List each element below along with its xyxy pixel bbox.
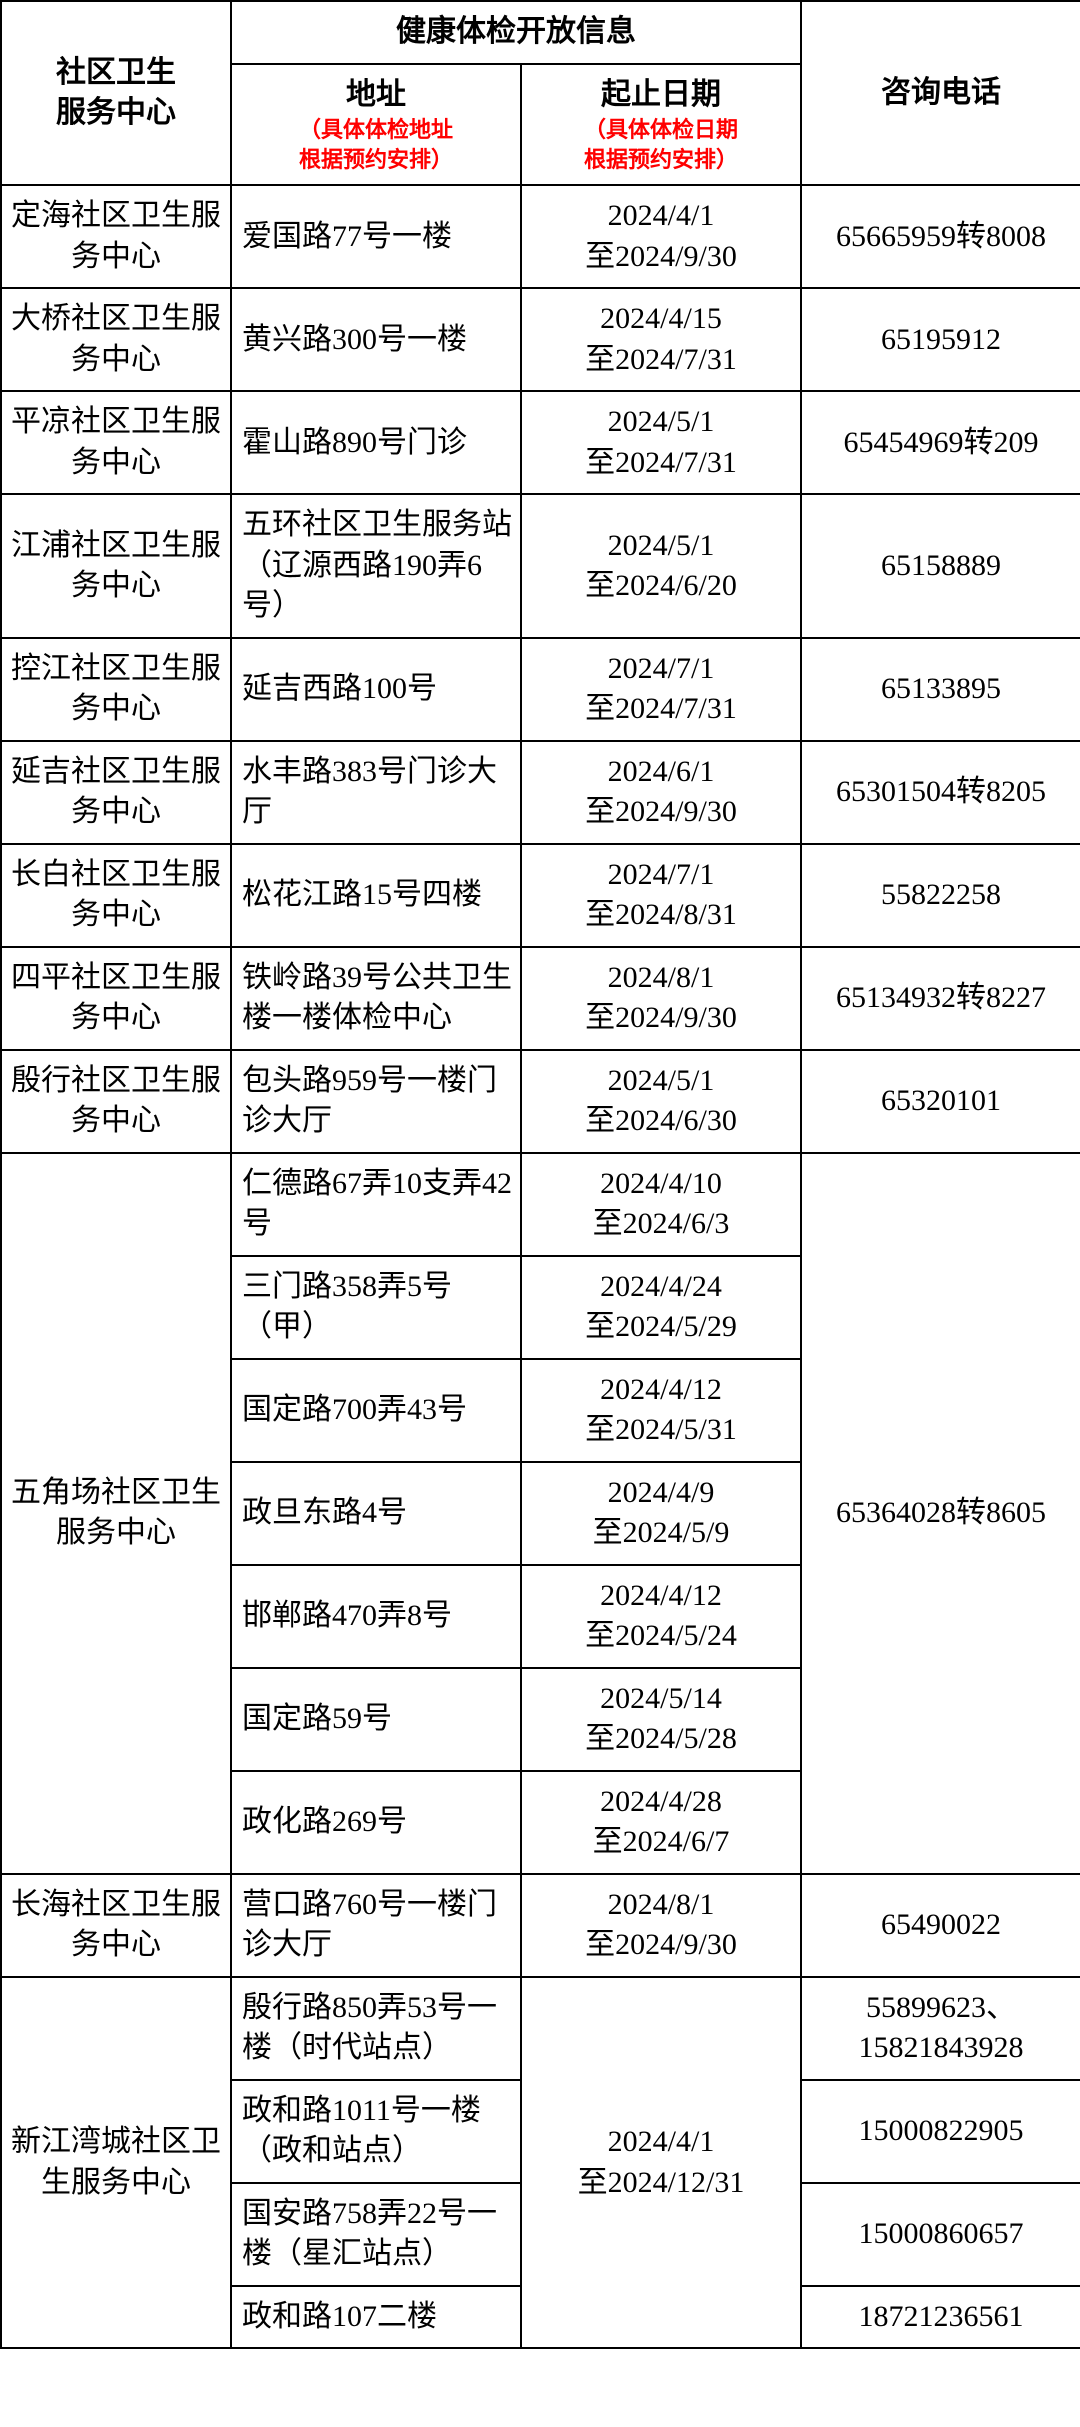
table-row: 延吉社区卫生服务中心 水丰路383号门诊大厅 2024/6/1至2024/9/3… xyxy=(1,741,1080,844)
table-row: 定海社区卫生服务中心 爱国路77号一楼 2024/4/1至2024/9/30 6… xyxy=(1,185,1080,288)
header-address-note: （具体体检地址根据预约安排） xyxy=(240,115,512,174)
cell-address: 水丰路383号门诊大厅 xyxy=(231,741,521,844)
cell-phone: 18721236561 xyxy=(801,2286,1080,2349)
cell-date: 2024/4/15至2024/7/31 xyxy=(521,288,801,391)
cell-center: 大桥社区卫生服务中心 xyxy=(1,288,231,391)
cell-center: 江浦社区卫生服务中心 xyxy=(1,494,231,638)
cell-address: 国定路59号 xyxy=(231,1668,521,1771)
cell-address: 政化路269号 xyxy=(231,1771,521,1874)
cell-address: 国定路700弄43号 xyxy=(231,1359,521,1462)
cell-address: 殷行路850弄53号一楼（时代站点） xyxy=(231,1977,521,2080)
header-phone: 咨询电话 xyxy=(801,1,1080,185)
cell-address: 铁岭路39号公共卫生楼一楼体检中心 xyxy=(231,947,521,1050)
table-row: 平凉社区卫生服务中心 霍山路890号门诊 2024/5/1至2024/7/31 … xyxy=(1,391,1080,494)
cell-phone: 65301504转8205 xyxy=(801,741,1080,844)
header-center: 社区卫生服务中心 xyxy=(1,1,231,185)
cell-center: 殷行社区卫生服务中心 xyxy=(1,1050,231,1153)
cell-phone: 65158889 xyxy=(801,494,1080,638)
cell-address: 政旦东路4号 xyxy=(231,1462,521,1565)
cell-center: 控江社区卫生服务中心 xyxy=(1,638,231,741)
cell-address: 国安路758弄22号一楼（星汇站点） xyxy=(231,2183,521,2286)
cell-phone: 65454969转209 xyxy=(801,391,1080,494)
table-row: 五角场社区卫生服务中心 仁德路67弄10支弄42号 2024/4/10至2024… xyxy=(1,1153,1080,1256)
cell-phone: 15000822905 xyxy=(801,2080,1080,2183)
cell-address: 松花江路15号四楼 xyxy=(231,844,521,947)
header-group: 健康体检开放信息 xyxy=(231,1,801,64)
cell-address: 仁德路67弄10支弄42号 xyxy=(231,1153,521,1256)
cell-phone: 55899623、15821843928 xyxy=(801,1977,1080,2080)
cell-date: 2024/5/1至2024/6/20 xyxy=(521,494,801,638)
cell-phone: 65133895 xyxy=(801,638,1080,741)
cell-phone: 65490022 xyxy=(801,1874,1080,1977)
cell-phone: 65134932转8227 xyxy=(801,947,1080,1050)
table-row: 大桥社区卫生服务中心 黄兴路300号一楼 2024/4/15至2024/7/31… xyxy=(1,288,1080,391)
cell-date: 2024/4/9至2024/5/9 xyxy=(521,1462,801,1565)
table-row: 新江湾城社区卫生服务中心 殷行路850弄53号一楼（时代站点） 2024/4/1… xyxy=(1,1977,1080,2080)
table-row: 江浦社区卫生服务中心 五环社区卫生服务站（辽源西路190弄6号） 2024/5/… xyxy=(1,494,1080,638)
cell-phone: 15000860657 xyxy=(801,2183,1080,2286)
cell-date: 2024/6/1至2024/9/30 xyxy=(521,741,801,844)
cell-date: 2024/4/12至2024/5/31 xyxy=(521,1359,801,1462)
cell-address: 营口路760号一楼门诊大厅 xyxy=(231,1874,521,1977)
table-header-row-1: 社区卫生服务中心 健康体检开放信息 咨询电话 xyxy=(1,1,1080,64)
cell-date: 2024/4/1至2024/12/31 xyxy=(521,1977,801,2349)
cell-date: 2024/5/14至2024/5/28 xyxy=(521,1668,801,1771)
cell-date: 2024/8/1至2024/9/30 xyxy=(521,947,801,1050)
cell-center: 四平社区卫生服务中心 xyxy=(1,947,231,1050)
cell-address: 黄兴路300号一楼 xyxy=(231,288,521,391)
cell-address: 政和路107二楼 xyxy=(231,2286,521,2349)
cell-date: 2024/5/1至2024/7/31 xyxy=(521,391,801,494)
cell-date: 2024/4/28至2024/6/7 xyxy=(521,1771,801,1874)
cell-address: 爱国路77号一楼 xyxy=(231,185,521,288)
cell-address: 霍山路890号门诊 xyxy=(231,391,521,494)
cell-date: 2024/4/12至2024/5/24 xyxy=(521,1565,801,1668)
table-row: 殷行社区卫生服务中心 包头路959号一楼门诊大厅 2024/5/1至2024/6… xyxy=(1,1050,1080,1153)
header-date-label: 起止日期 xyxy=(601,78,721,111)
cell-center: 长白社区卫生服务中心 xyxy=(1,844,231,947)
cell-phone: 55822258 xyxy=(801,844,1080,947)
cell-phone: 65665959转8008 xyxy=(801,185,1080,288)
cell-date: 2024/4/1至2024/9/30 xyxy=(521,185,801,288)
cell-date: 2024/7/1至2024/8/31 xyxy=(521,844,801,947)
cell-date: 2024/8/1至2024/9/30 xyxy=(521,1874,801,1977)
health-check-table: 社区卫生服务中心 健康体检开放信息 咨询电话 地址 （具体体检地址根据预约安排）… xyxy=(0,0,1080,2349)
table-row: 控江社区卫生服务中心 延吉西路100号 2024/7/1至2024/7/31 6… xyxy=(1,638,1080,741)
cell-center: 延吉社区卫生服务中心 xyxy=(1,741,231,844)
header-date: 起止日期 （具体体检日期根据预约安排） xyxy=(521,64,801,186)
cell-phone: 65364028转8605 xyxy=(801,1153,1080,1874)
cell-address: 邯郸路470弄8号 xyxy=(231,1565,521,1668)
cell-center: 定海社区卫生服务中心 xyxy=(1,185,231,288)
cell-address: 五环社区卫生服务站（辽源西路190弄6号） xyxy=(231,494,521,638)
cell-date: 2024/4/24至2024/5/29 xyxy=(521,1256,801,1359)
table-row: 四平社区卫生服务中心 铁岭路39号公共卫生楼一楼体检中心 2024/8/1至20… xyxy=(1,947,1080,1050)
cell-date: 2024/4/10至2024/6/3 xyxy=(521,1153,801,1256)
header-date-note: （具体体检日期根据预约安排） xyxy=(530,115,792,174)
header-address-label: 地址 xyxy=(346,78,406,111)
cell-center: 平凉社区卫生服务中心 xyxy=(1,391,231,494)
cell-address: 延吉西路100号 xyxy=(231,638,521,741)
table-row: 长白社区卫生服务中心 松花江路15号四楼 2024/7/1至2024/8/31 … xyxy=(1,844,1080,947)
header-address: 地址 （具体体检地址根据预约安排） xyxy=(231,64,521,186)
cell-center: 长海社区卫生服务中心 xyxy=(1,1874,231,1977)
cell-center: 五角场社区卫生服务中心 xyxy=(1,1153,231,1874)
cell-address: 政和路1011号一楼（政和站点） xyxy=(231,2080,521,2183)
table-row: 长海社区卫生服务中心 营口路760号一楼门诊大厅 2024/8/1至2024/9… xyxy=(1,1874,1080,1977)
cell-phone: 65195912 xyxy=(801,288,1080,391)
cell-address: 三门路358弄5号（甲） xyxy=(231,1256,521,1359)
cell-date: 2024/7/1至2024/7/31 xyxy=(521,638,801,741)
cell-date: 2024/5/1至2024/6/30 xyxy=(521,1050,801,1153)
cell-address: 包头路959号一楼门诊大厅 xyxy=(231,1050,521,1153)
cell-phone: 65320101 xyxy=(801,1050,1080,1153)
cell-center: 新江湾城社区卫生服务中心 xyxy=(1,1977,231,2349)
